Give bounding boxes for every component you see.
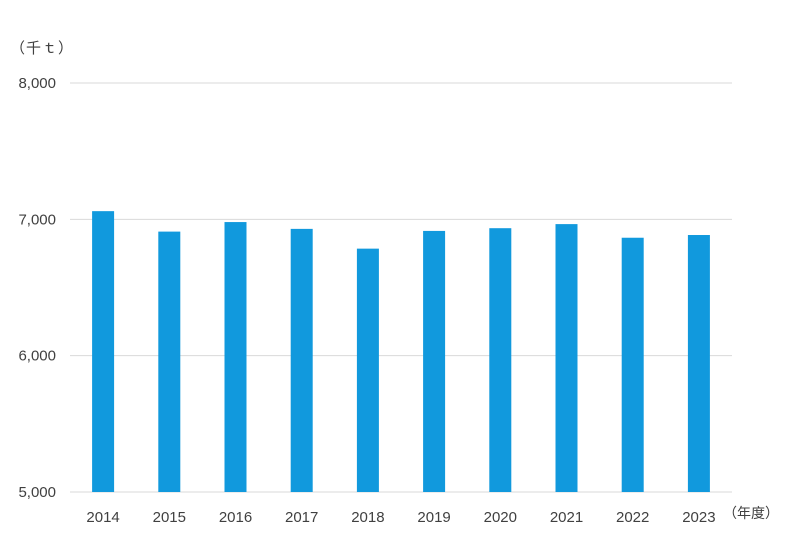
- y-tick-label: 6,000: [18, 348, 56, 365]
- y-tick-label: 8,000: [18, 75, 56, 92]
- bar-2017: [290, 228, 313, 493]
- bar-2019: [423, 230, 446, 492]
- x-tick-label-2018: 2018: [351, 509, 384, 526]
- bar-2023: [687, 235, 710, 493]
- bar-2021: [555, 224, 578, 493]
- x-axis-tick-labels: 2014 2015 2016 2017 2018 2019 2020 2021 2022 2023: [86, 509, 715, 526]
- bar-2020: [489, 228, 512, 492]
- x-tick-label-2023: 2023: [682, 509, 715, 526]
- x-tick-label-2020: 2020: [484, 509, 517, 526]
- x-tick-label-2016: 2016: [219, 509, 252, 526]
- x-axis-unit-label: （年度）: [723, 505, 779, 521]
- y-axis-tick-labels: 5,000 6,000 7,000 8,000: [18, 75, 56, 501]
- y-tick-label: 5,000: [18, 484, 56, 501]
- x-tick-label-2021: 2021: [550, 509, 583, 526]
- bar-2015: [158, 231, 181, 492]
- x-tick-label-2014: 2014: [86, 509, 119, 526]
- x-tick-label-2022: 2022: [616, 509, 649, 526]
- bar-2014: [92, 211, 115, 493]
- x-tick-label-2015: 2015: [153, 509, 186, 526]
- bar-series: [92, 211, 710, 493]
- bar-2018: [356, 248, 379, 492]
- y-axis-unit-label: （千ｔ）: [10, 40, 75, 57]
- x-tick-label-2017: 2017: [285, 509, 318, 526]
- bar-2016: [224, 222, 247, 492]
- bar-2022: [621, 237, 644, 492]
- x-tick-label-2019: 2019: [417, 509, 450, 526]
- y-tick-label: 7,000: [18, 211, 56, 228]
- gridlines: [70, 82, 732, 493]
